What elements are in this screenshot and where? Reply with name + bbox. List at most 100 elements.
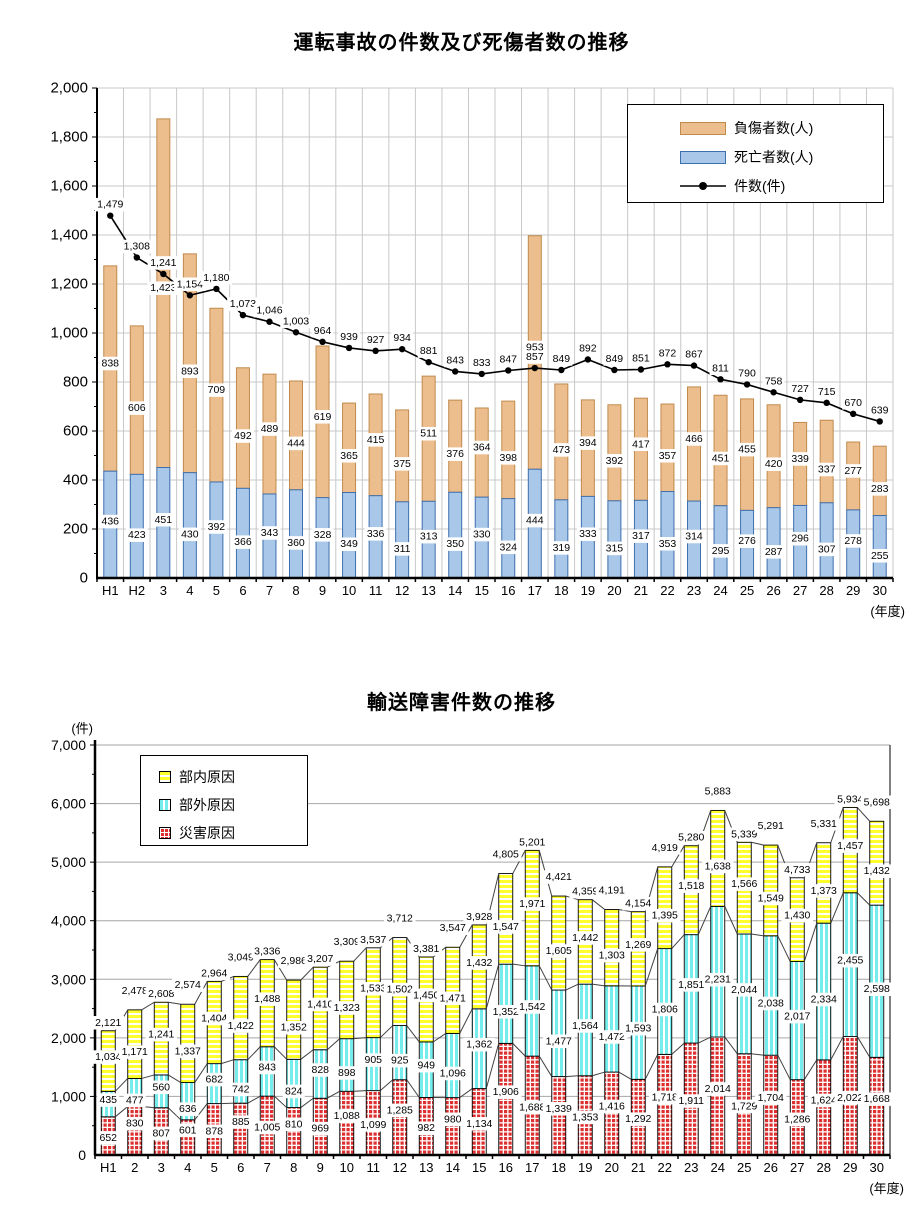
total-label-bg (463, 910, 496, 924)
disaster-label: 1,088 (334, 1110, 360, 1122)
injured-label: 1,423 (150, 282, 176, 294)
x-axis-label: 12 (393, 1160, 407, 1175)
external-bar (392, 1025, 408, 1081)
external-label: 1,851 (678, 979, 704, 991)
cases-label-bg (253, 303, 286, 318)
series-line (830, 1036, 844, 1061)
x-axis-label: 2 (131, 1160, 138, 1175)
disaster-label-bg (229, 1115, 252, 1129)
injured-label-bg (603, 454, 626, 468)
deaths-label-bg (311, 528, 334, 542)
total-label: 3,207 (307, 953, 333, 965)
disaster-label: 1,906 (493, 1086, 519, 1098)
internal-label: 1,566 (731, 878, 757, 890)
injured-label-bg (842, 464, 865, 478)
internal-label: 1,549 (758, 892, 784, 904)
legend-item-deaths: 死亡者数(人) (680, 147, 883, 167)
series-line (856, 892, 871, 906)
injured-bar (660, 403, 675, 493)
series-line (803, 923, 818, 962)
deaths-label-bg (444, 537, 467, 551)
total-label: 5,331 (811, 818, 837, 830)
disaster-label: 810 (285, 1118, 303, 1130)
disaster-label: 885 (232, 1116, 250, 1128)
external-label: 949 (417, 1060, 435, 1072)
accidents-legend: 負傷者数(人) 死亡者数(人) 件数(件) (627, 104, 884, 203)
total-label: 2,964 (201, 967, 227, 979)
disaster-label: 652 (99, 1132, 117, 1144)
external-label: 1,564 (572, 1020, 598, 1032)
deaths-label-bg (178, 527, 201, 542)
external-label: 2,044 (731, 984, 757, 996)
y-axis-label: 200 (63, 521, 88, 538)
injured-label-bg (470, 440, 493, 455)
injured-label-bg (789, 452, 812, 466)
total-label: 3,537 (360, 934, 386, 946)
external-label: 843 (258, 1061, 276, 1073)
internal-label: 1,533 (360, 983, 386, 995)
cases-label-bg (391, 331, 414, 345)
x-axis-label: 26 (766, 583, 780, 598)
x-axis-unit: (年度) (870, 604, 905, 619)
x-axis-label: 26 (764, 1160, 778, 1175)
disaster-label-bg (728, 1099, 761, 1114)
cases-point (505, 367, 512, 374)
total-label: 4,421 (546, 871, 572, 883)
series-line (168, 1001, 181, 1005)
internal-label: 1,352 (281, 1022, 307, 1034)
injured-label: 489 (261, 423, 279, 435)
legend-label-cases: 件数(件) (734, 178, 786, 194)
deaths-bar (395, 501, 410, 579)
x-axis-label: 19 (581, 583, 595, 598)
disaster-label-bg (251, 1120, 284, 1135)
deaths-bar (872, 515, 887, 579)
injured-label-bg (736, 442, 759, 457)
injured-bar (501, 400, 516, 500)
disaster-label-bg (97, 1131, 120, 1145)
total-label: 5,698 (864, 796, 890, 808)
deaths-label: 336 (367, 528, 385, 540)
deaths-label-bg (762, 545, 785, 559)
injured-label-bg (99, 356, 122, 371)
cases-label-bg (629, 351, 652, 366)
total-label-bg (834, 792, 867, 807)
disaster-label-bg (123, 1116, 146, 1131)
external-label: 560 (152, 1081, 170, 1093)
internal-label-bg (701, 859, 734, 874)
external-label-bg (282, 1084, 305, 1099)
x-axis-label: 21 (634, 583, 648, 598)
external-label: 682 (205, 1074, 223, 1086)
cases-label-bg (311, 324, 334, 338)
external-label-bg (256, 1060, 279, 1075)
deaths-label-bg (815, 542, 838, 557)
injured-label-bg (550, 443, 573, 457)
cases-label: 867 (685, 349, 703, 361)
external-label-bg (362, 1053, 385, 1067)
total-label: 3,547 (440, 922, 466, 934)
total-label: 4,919 (652, 842, 678, 854)
internal-label-bg (807, 884, 840, 898)
internal-bar (392, 937, 408, 1027)
injured-bar (554, 383, 569, 501)
deaths-label: 295 (712, 545, 730, 557)
cases-label-bg (444, 353, 467, 368)
x-axis-label: 27 (793, 583, 807, 598)
series-line (221, 1059, 234, 1065)
cases-point (664, 361, 671, 368)
series-line (406, 1025, 420, 1043)
internal-label-bg (622, 938, 655, 952)
internal-label-bg (675, 879, 708, 893)
deaths-label: 314 (685, 531, 703, 543)
disaster-label: 1,704 (758, 1092, 784, 1104)
deaths-bar (129, 473, 144, 579)
cases-label: 715 (818, 386, 836, 398)
injured-bar (289, 380, 303, 491)
series-line (803, 1059, 818, 1080)
deaths-label: 255 (871, 550, 889, 562)
deaths-label: 392 (208, 521, 226, 533)
deaths-label: 307 (818, 543, 836, 555)
deaths-bar (448, 491, 463, 579)
x-axis-label: 29 (843, 1160, 857, 1175)
cases-point (823, 399, 830, 407)
cases-label-bg (121, 239, 153, 254)
